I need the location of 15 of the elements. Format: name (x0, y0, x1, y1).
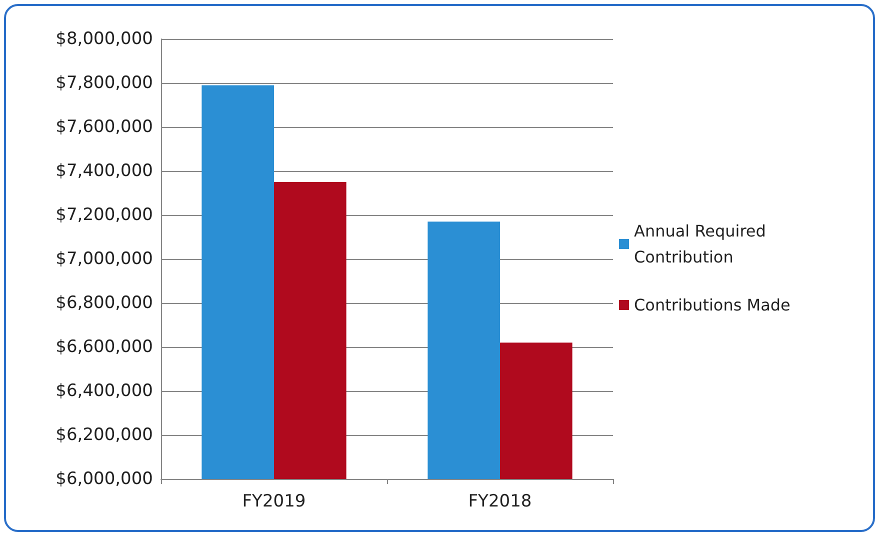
y-tick-label: $6,200,000 (56, 425, 153, 445)
y-tick-label: $6,800,000 (56, 293, 153, 313)
y-tick-label: $8,000,000 (56, 29, 153, 49)
legend-label: Contributions Made (634, 296, 790, 314)
y-tick-label: $7,600,000 (56, 117, 153, 137)
y-tick-label: $6,400,000 (56, 381, 153, 401)
y-tick-label: $7,800,000 (56, 73, 153, 93)
y-tick-label: $7,200,000 (56, 205, 153, 225)
y-tick-label: $7,000,000 (56, 249, 153, 269)
y-tick-label: $6,600,000 (56, 337, 153, 357)
y-tick-label: $6,000,000 (56, 469, 153, 489)
legend-label: Annual Required Contribution (634, 222, 771, 266)
x-tick-label: FY2018 (468, 492, 532, 512)
y-tick-label: $7,400,000 (56, 161, 153, 181)
x-tick-label: FY2019 (242, 492, 306, 512)
